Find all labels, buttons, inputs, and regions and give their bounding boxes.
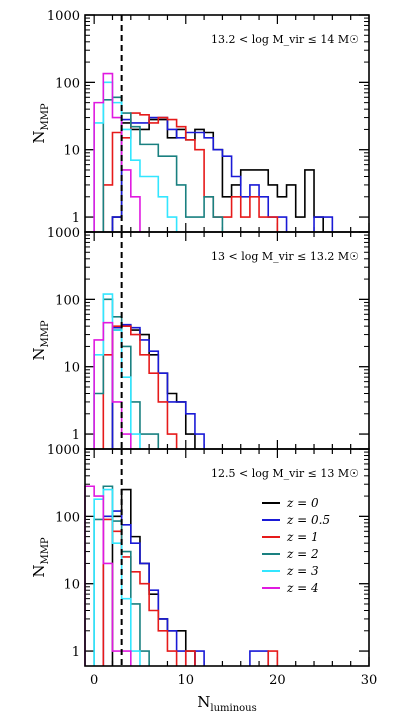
y-tick-label: 10 <box>63 361 80 376</box>
x-tick-label: 0 <box>90 673 98 688</box>
histogram-3-z-1 <box>102 518 279 666</box>
legend-entry: z = 1 <box>286 530 319 544</box>
y-tick-label: 1000 <box>47 9 80 24</box>
x-tick-label: 30 <box>361 673 378 688</box>
x-axis-label-main: N <box>197 693 210 711</box>
y-tick-label: 10 <box>63 144 80 159</box>
histogram-2-z-3 <box>93 293 141 449</box>
y-axis-label-sub: MMP <box>40 320 51 347</box>
y-tick-label: 1000 <box>47 443 80 458</box>
legend-entry: z = 0.5 <box>286 513 330 527</box>
legend-entry: z = 2 <box>286 547 319 561</box>
histogram-3-z-3 <box>93 488 141 666</box>
panel-3: 1 10 100 1000 12.5 < log M_vir ≤ 13 M☉ NMMP <box>30 443 370 667</box>
panel-annotation: 13 < log M_vir ≤ 13.2 M☉ <box>211 250 359 263</box>
histogram-2-z-0 <box>111 325 196 449</box>
histogram-3-z-4 <box>84 485 132 666</box>
y-tick-label: 1 <box>72 645 80 660</box>
legend-entry: z = 0 <box>286 496 319 510</box>
y-tick-label: 100 <box>55 76 80 91</box>
legend-entry: z = 4 <box>286 581 319 595</box>
y-axis-label-main: N <box>30 348 48 361</box>
y-tick-label: 1000 <box>47 226 80 241</box>
panel-frame <box>84 231 370 450</box>
panel-frame <box>84 448 370 667</box>
panel-2: 1 10 100 1000 13 < log M_vir ≤ 13.2 M☉ NMMP <box>30 226 370 450</box>
y-tick-label: 100 <box>55 293 80 308</box>
x-axis-label: Nluminous <box>197 693 256 714</box>
legend: z = 0 z = 0.5 z = 1 z = 2 z = 3 z = 4 <box>262 496 330 595</box>
panel-annotation: 12.5 < log M_vir ≤ 13 M☉ <box>211 467 359 480</box>
y-axis-label-main: N <box>30 565 48 578</box>
y-axis-label-sub: MMP <box>40 537 51 564</box>
y-axis-label: NMMP <box>30 103 51 144</box>
histogram-1-z-0.5 <box>111 116 334 232</box>
x-tick-label: 20 <box>269 673 286 688</box>
y-axis-label: NMMP <box>30 537 51 578</box>
legend-entry: z = 3 <box>286 564 319 578</box>
panel-1: 1 10 100 1000 13.2 < log M_vir ≤ 14 M☉ NMMP <box>30 9 370 233</box>
histogram-1-z-1 <box>102 112 279 232</box>
x-tick-label: 10 <box>178 673 195 688</box>
y-tick-label: 1 <box>72 211 80 226</box>
y-axis-label: NMMP <box>30 320 51 361</box>
histogram-3-z-0 <box>111 488 196 666</box>
panel-annotation: 13.2 < log M_vir ≤ 14 M☉ <box>211 33 359 46</box>
y-axis-label-sub: MMP <box>40 103 51 130</box>
histogram-1-z-4 <box>93 72 141 232</box>
y-tick-label: 100 <box>55 510 80 525</box>
histogram-2-z-0.5 <box>111 323 205 449</box>
histogram-2-z-4 <box>93 321 132 449</box>
histogram-1-z-3 <box>93 81 178 232</box>
y-axis-label-main: N <box>30 131 48 144</box>
y-tick-label: 10 <box>63 578 80 593</box>
y-tick-label: 1 <box>72 428 80 443</box>
x-axis-label-sub: luminous <box>210 703 256 714</box>
